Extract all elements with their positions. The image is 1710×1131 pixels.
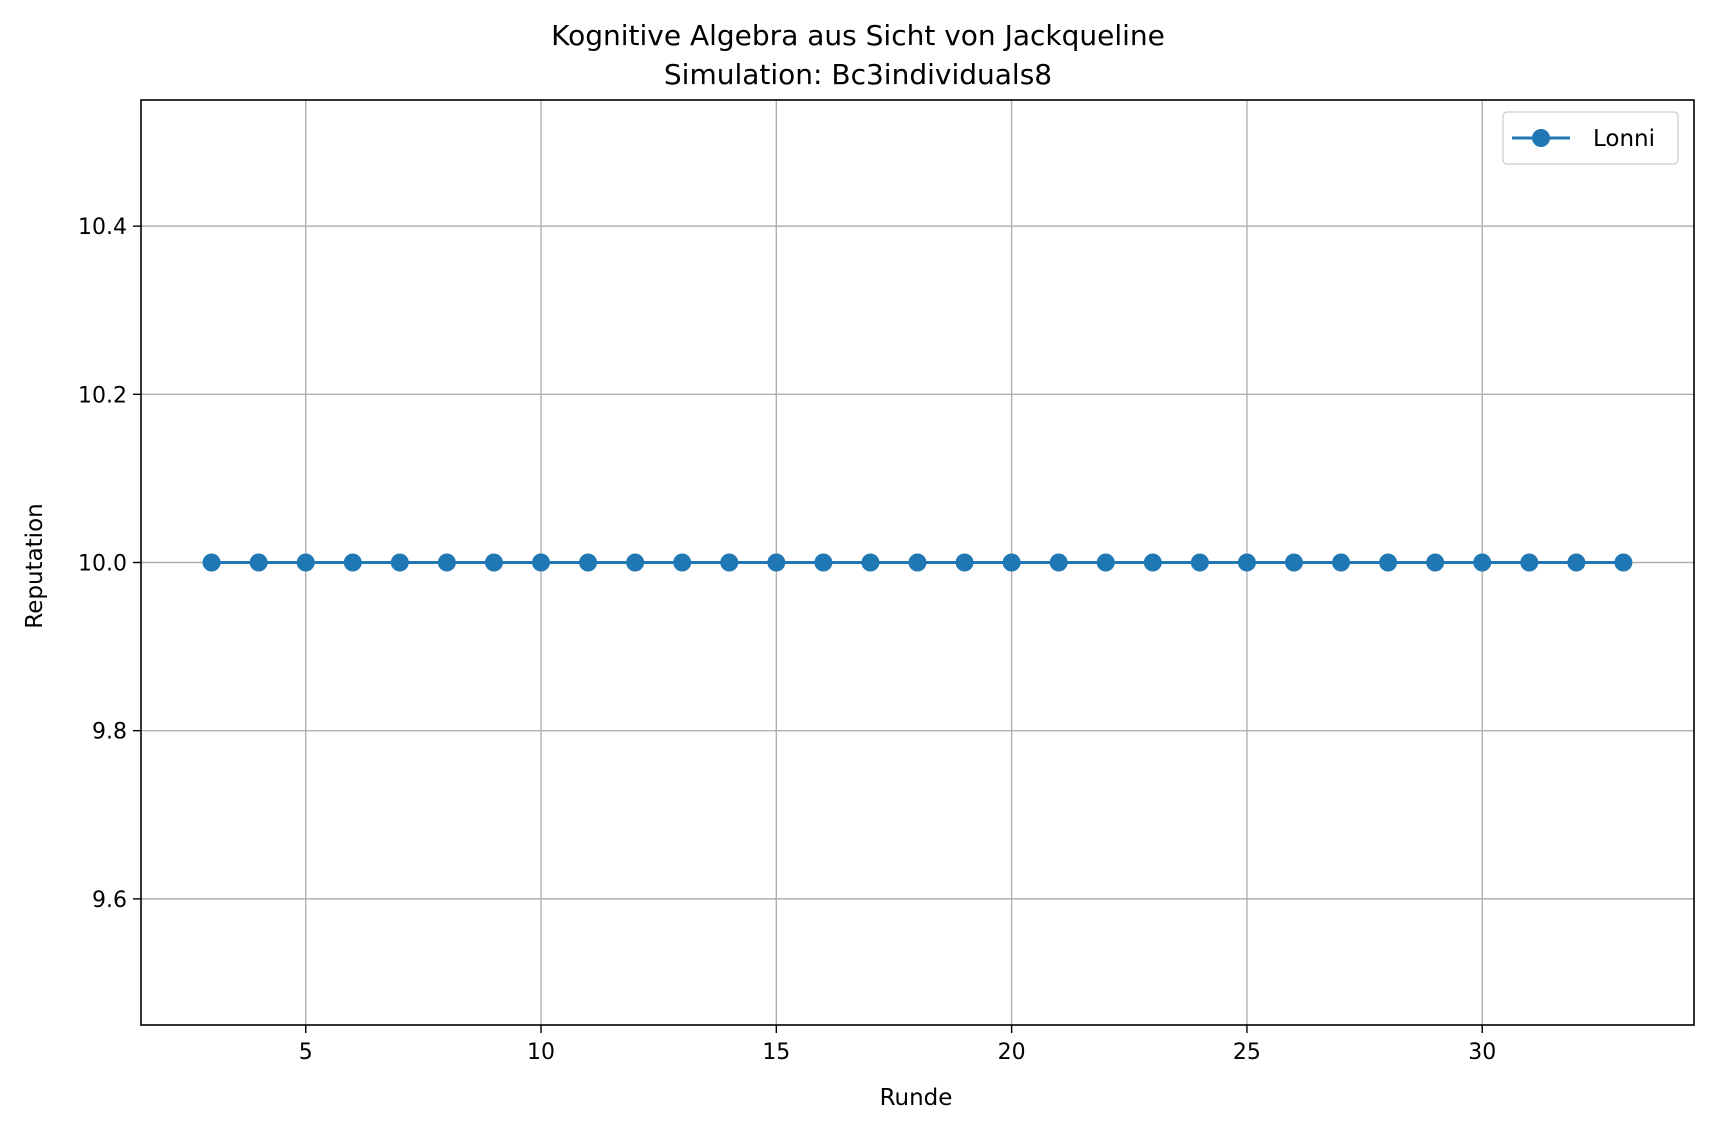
data-point (579, 553, 598, 572)
axis-ticks: 5 10 15 20 25 30 9.6 9.8 10.0 10.2 10.4 (78, 215, 1496, 1065)
data-point (390, 553, 409, 572)
x-axis-label: Runde (880, 1085, 953, 1111)
data-point (1379, 553, 1398, 572)
chart-subtitle: Simulation: Bc3individuals8 (664, 58, 1052, 91)
data-point (1143, 553, 1162, 572)
y-tick-label: 10.2 (78, 383, 127, 408)
data-point (249, 553, 268, 572)
data-point (296, 553, 315, 572)
y-tick-label: 9.6 (92, 888, 127, 913)
data-point (720, 553, 739, 572)
data-point (1332, 553, 1351, 572)
data-point (1426, 553, 1445, 572)
data-point (673, 553, 692, 572)
legend-label-lonni: Lonni (1593, 126, 1655, 152)
x-tick-label: 30 (1468, 1040, 1496, 1065)
data-point (1284, 553, 1303, 572)
y-tick-label: 10.0 (78, 552, 127, 577)
data-point (202, 553, 221, 572)
data-point (1190, 553, 1209, 572)
x-tick-label: 5 (299, 1040, 313, 1065)
x-tick-label: 10 (527, 1040, 555, 1065)
data-point (1567, 553, 1586, 572)
data-point (1614, 553, 1633, 572)
data-point (1002, 553, 1021, 572)
x-tick-label: 15 (762, 1040, 790, 1065)
data-point (814, 553, 833, 572)
data-point (1473, 553, 1492, 572)
data-point (1049, 553, 1068, 572)
y-tick-label: 9.8 (92, 720, 127, 745)
data-point (532, 553, 551, 572)
data-point (1520, 553, 1539, 572)
data-point (955, 553, 974, 572)
y-tick-label: 10.4 (78, 215, 127, 240)
series-lonni (202, 553, 1633, 572)
x-tick-label: 25 (1233, 1040, 1261, 1065)
data-point (1096, 553, 1115, 572)
y-axis-label: Reputation (22, 503, 48, 628)
data-point (861, 553, 880, 572)
data-point (437, 553, 456, 572)
chart-title: Kognitive Algebra aus Sicht von Jackquel… (551, 19, 1165, 52)
legend-box (1502, 111, 1679, 165)
x-tick-label: 20 (998, 1040, 1026, 1065)
data-point (767, 553, 786, 572)
data-point (343, 553, 362, 572)
data-point (1237, 553, 1256, 572)
data-point (908, 553, 927, 572)
legend-marker (1532, 129, 1550, 147)
data-point (626, 553, 645, 572)
legend: Lonni (1502, 111, 1679, 165)
data-point (484, 553, 503, 572)
